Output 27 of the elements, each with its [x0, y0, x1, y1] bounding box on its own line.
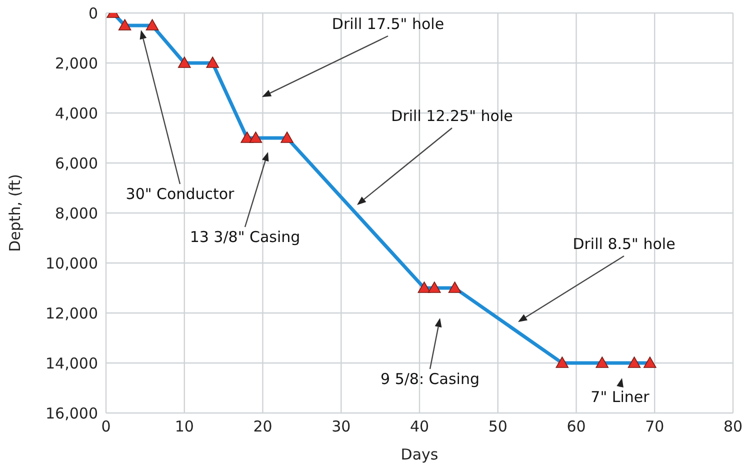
annotation: 13 3/8" Casing: [190, 228, 300, 246]
annotation: 7" Liner: [590, 388, 650, 406]
y-tick-label: 12,000: [46, 304, 98, 322]
y-axis-title: Depth, (ft): [6, 174, 24, 252]
x-tick-label: 80: [723, 418, 743, 436]
x-tick-label: 50: [488, 418, 508, 436]
y-tick-label: 2,000: [55, 54, 98, 72]
y-tick-label: 0: [88, 4, 98, 22]
x-tick-label: 10: [174, 418, 194, 436]
x-tick-label: 0: [101, 418, 111, 436]
x-tick-label: 60: [566, 418, 586, 436]
y-tick-label: 4,000: [55, 104, 98, 122]
x-tick-label: 70: [645, 418, 664, 436]
annotation: 30" Conductor: [126, 185, 236, 204]
y-tick-label: 14,000: [46, 354, 98, 372]
x-axis-title: Days: [400, 446, 438, 464]
annotation: Drill 12.25" hole: [391, 107, 513, 126]
y-tick-label: 10,000: [46, 254, 98, 272]
annotation: 9 5/8: Casing: [380, 370, 480, 388]
y-tick-label: 6,000: [55, 154, 98, 172]
x-tick-label: 30: [332, 418, 351, 436]
x-tick-label: 20: [253, 418, 272, 436]
x-tick-label: 40: [410, 418, 430, 436]
annotation: Drill 17.5" hole: [332, 15, 444, 34]
y-tick-label: 8,000: [55, 204, 98, 222]
y-tick-label: 16,000: [46, 404, 98, 422]
annotation: Drill 8.5" hole: [572, 235, 676, 254]
